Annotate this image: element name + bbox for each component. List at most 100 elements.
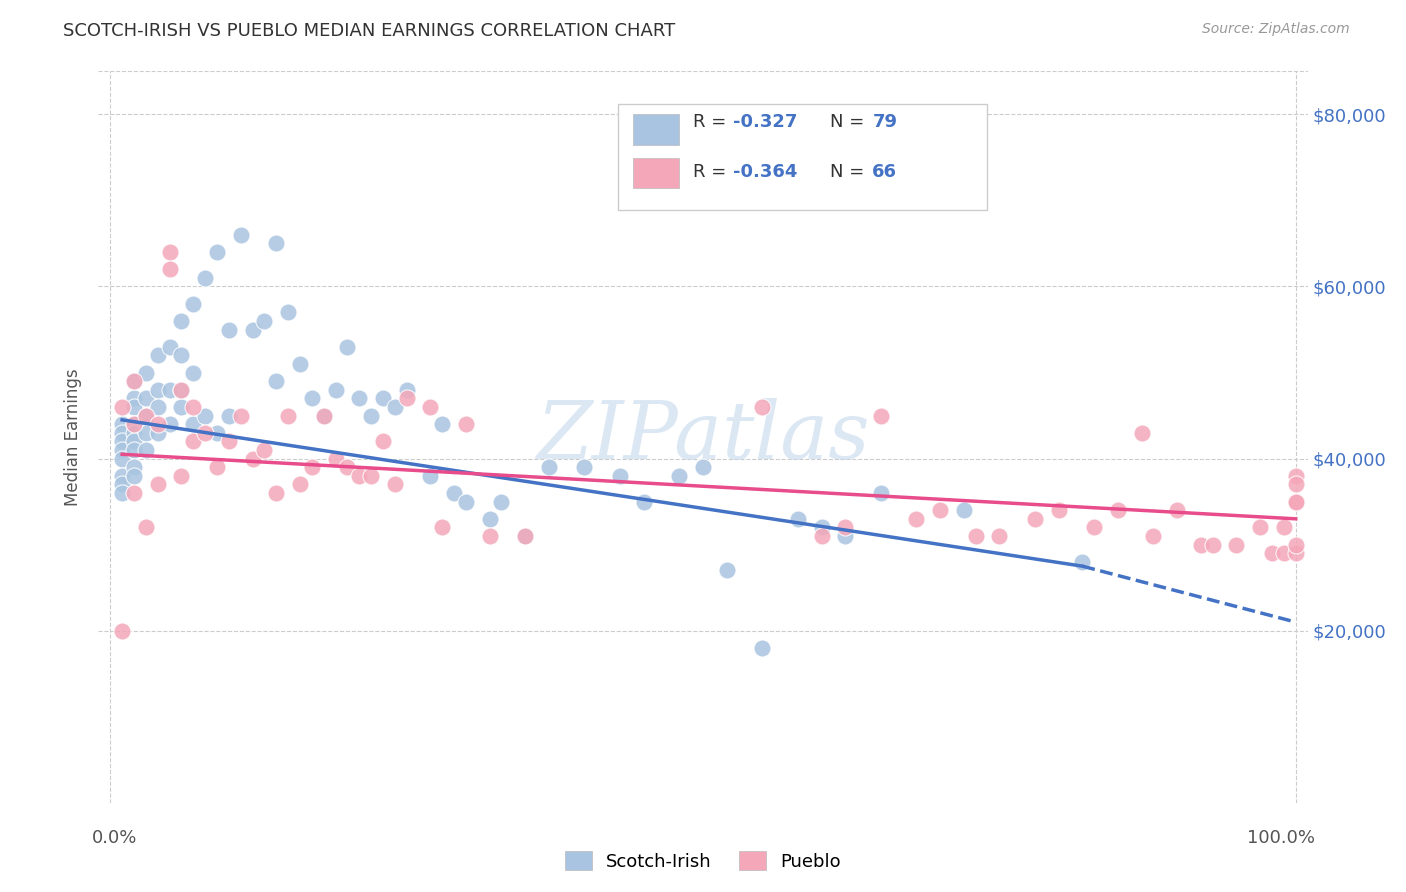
Point xyxy=(159,340,181,354)
Point xyxy=(218,434,240,449)
Point xyxy=(454,494,477,508)
Point xyxy=(1130,425,1153,440)
Point xyxy=(515,529,537,543)
Point xyxy=(205,245,228,260)
Point xyxy=(432,520,454,534)
Point xyxy=(229,227,252,242)
Point xyxy=(1285,494,1308,508)
Point xyxy=(146,400,169,414)
Point xyxy=(301,392,323,406)
Point xyxy=(111,486,134,500)
Point xyxy=(905,512,928,526)
Point xyxy=(122,417,145,432)
Point xyxy=(454,417,477,432)
Point xyxy=(668,468,690,483)
Point xyxy=(1261,546,1284,560)
Text: R =: R = xyxy=(693,163,733,181)
Point xyxy=(988,529,1011,543)
Point xyxy=(181,296,204,310)
Point xyxy=(242,451,264,466)
Point xyxy=(1024,512,1046,526)
Point xyxy=(159,417,181,432)
Point xyxy=(170,383,193,397)
Point xyxy=(810,520,832,534)
Point xyxy=(264,236,287,251)
Point xyxy=(111,451,134,466)
Point xyxy=(336,460,359,475)
Point xyxy=(122,374,145,388)
Point xyxy=(181,400,204,414)
Point xyxy=(419,468,441,483)
Point xyxy=(360,468,382,483)
Point xyxy=(371,392,394,406)
Text: SCOTCH-IRISH VS PUEBLO MEDIAN EARNINGS CORRELATION CHART: SCOTCH-IRISH VS PUEBLO MEDIAN EARNINGS C… xyxy=(63,22,675,40)
Point xyxy=(312,409,335,423)
Point xyxy=(194,425,217,440)
Point xyxy=(111,468,134,483)
Point xyxy=(135,409,157,423)
Point xyxy=(1202,538,1225,552)
Text: Source: ZipAtlas.com: Source: ZipAtlas.com xyxy=(1202,22,1350,37)
Point xyxy=(170,468,193,483)
Point xyxy=(692,460,714,475)
Point xyxy=(574,460,596,475)
Point xyxy=(384,400,406,414)
Point xyxy=(1285,477,1308,491)
Point xyxy=(751,400,773,414)
Point xyxy=(181,417,204,432)
Point xyxy=(277,305,299,319)
Point xyxy=(277,409,299,423)
Point xyxy=(1272,546,1295,560)
Point xyxy=(834,520,856,534)
Text: N =: N = xyxy=(830,113,870,131)
Point xyxy=(478,512,501,526)
Point xyxy=(170,314,193,328)
Point xyxy=(1272,520,1295,534)
Point xyxy=(347,468,370,483)
Point xyxy=(170,383,193,397)
Point xyxy=(609,468,631,483)
Point xyxy=(146,417,169,432)
Point xyxy=(264,374,287,388)
Point xyxy=(122,434,145,449)
Point xyxy=(146,383,169,397)
Point xyxy=(218,322,240,336)
Point xyxy=(965,529,987,543)
Point xyxy=(122,374,145,388)
Point xyxy=(751,640,773,655)
Point xyxy=(122,468,145,483)
Point xyxy=(218,409,240,423)
Text: 0.0%: 0.0% xyxy=(91,829,136,847)
Point xyxy=(1166,503,1188,517)
Point xyxy=(1249,520,1271,534)
Point xyxy=(242,322,264,336)
Point xyxy=(288,357,311,371)
Text: ZIPatlas: ZIPatlas xyxy=(536,399,870,475)
Point xyxy=(1047,503,1070,517)
Y-axis label: Median Earnings: Median Earnings xyxy=(65,368,83,506)
Point xyxy=(786,512,808,526)
Point xyxy=(229,409,252,423)
Point xyxy=(146,477,169,491)
Point xyxy=(432,417,454,432)
Point xyxy=(181,434,204,449)
Point xyxy=(205,425,228,440)
Point xyxy=(325,383,347,397)
Point xyxy=(135,520,157,534)
Text: -0.364: -0.364 xyxy=(734,163,797,181)
Point xyxy=(537,460,560,475)
FancyBboxPatch shape xyxy=(633,114,679,145)
Point xyxy=(122,400,145,414)
Point xyxy=(111,442,134,457)
Point xyxy=(122,392,145,406)
Point xyxy=(491,494,513,508)
Point xyxy=(1189,538,1212,552)
Point xyxy=(1107,503,1129,517)
Point xyxy=(1285,538,1308,552)
Point xyxy=(312,409,335,423)
Point xyxy=(170,348,193,362)
Point xyxy=(1285,468,1308,483)
Point xyxy=(301,460,323,475)
Point xyxy=(122,417,145,432)
Point xyxy=(135,425,157,440)
